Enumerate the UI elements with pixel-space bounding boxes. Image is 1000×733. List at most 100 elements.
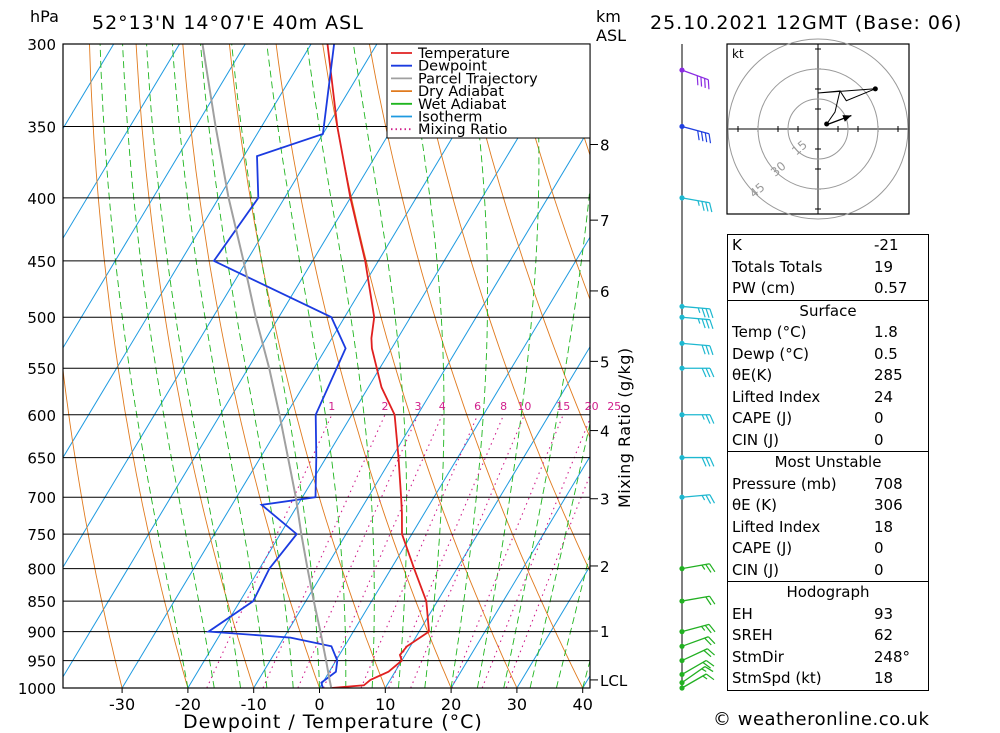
wind-barb-flag [704, 666, 714, 673]
index-label: Pressure (mb) [732, 474, 837, 493]
hodograph-unit-label: kt [732, 47, 744, 61]
index-label: θE (K) [732, 496, 777, 514]
legend-entry: Wet Adiabat [418, 97, 507, 113]
wind-barb-flag [705, 494, 712, 504]
wind-barb-dot [679, 671, 685, 678]
index-row: EH 93 [728, 604, 928, 626]
wind-barb-shaft [681, 316, 710, 321]
index-label: Lifted Index [732, 517, 821, 536]
wind-barb-flag [709, 367, 715, 378]
isotherm-line [450, 455, 590, 688]
x-tick-label: 40 [573, 695, 593, 714]
wind-barb-dot [679, 629, 685, 635]
wind-barb [679, 494, 716, 504]
height-tick-label: LCL [600, 672, 628, 690]
wind-barb-flag [704, 78, 706, 88]
mixing-ratio-value-label: 3 [415, 400, 422, 413]
wind-barb-flag [701, 307, 706, 318]
pressure-tick-label: 600 [27, 407, 56, 425]
wind-barb [679, 673, 715, 691]
legend-entry: Parcel Trajectory [418, 71, 538, 87]
height-tick-label: 3 [600, 491, 610, 509]
wind-barb [679, 636, 716, 649]
wind-barb-flag [702, 675, 708, 680]
wind-barb-shaft [681, 197, 710, 204]
index-label: EH [732, 604, 753, 623]
index-label: K [732, 236, 742, 254]
height-tick-label: 6 [600, 283, 610, 301]
wind-barb [679, 659, 715, 678]
indices-table: K -21 Totals Totals 19 PW (cm) 0.57 Surface T… [727, 234, 929, 691]
hodograph-section: Hodograph EH 93 SREH 62 StmDir 248° StmSpd (kt… [728, 581, 928, 690]
wind-barb-flag [700, 131, 704, 142]
wet-adiabat-line [555, 552, 590, 688]
wind-barb-flag [705, 308, 710, 318]
wind-barb-flag [705, 659, 715, 667]
wind-barb-flag [701, 414, 705, 420]
isotherm-line [63, 44, 180, 240]
hodograph-ring [757, 68, 879, 190]
wind-barb-flag [701, 318, 706, 329]
axes: 3003504004505005506006507007508008509009… [18, 36, 593, 714]
wind-barb-shaft [681, 636, 709, 647]
wind-barb-flag [709, 595, 716, 605]
index-label: PW (cm) [732, 279, 796, 297]
mixing-ratio-line [297, 414, 419, 688]
dry-adiabat-line [462, 44, 590, 439]
index-value: 0.5 [874, 344, 898, 363]
wind-barb-flag [696, 75, 699, 86]
wind-barb-shaft [681, 666, 706, 684]
temperature-profile [326, 44, 430, 688]
wind-barb-flag [704, 625, 712, 634]
wind-barb-flag [705, 596, 712, 606]
wind-barb-flag [701, 495, 706, 501]
dry-adiabat-line [508, 44, 590, 301]
mixing-ratio-value-label: 8 [500, 400, 507, 413]
sounding-profiles [201, 44, 430, 688]
index-label: CAPE (J) [732, 409, 793, 427]
index-label: Totals Totals [732, 257, 823, 276]
copyright-footer[interactable]: © weatheronline.co.uk [713, 709, 930, 730]
wind-barb-flag [709, 308, 714, 319]
pressure-tick-label: 450 [27, 253, 56, 271]
wind-barb [679, 123, 712, 144]
pressure-tick-label: 1000 [18, 680, 56, 698]
wind-barb-flag [697, 200, 700, 206]
wind-barb-flag [709, 494, 716, 504]
pressure-tick-label: 800 [27, 561, 56, 579]
pressure-tick-label: 750 [27, 526, 56, 544]
height-axis: 8 7 6 5 4 3 2 1 LCL [590, 136, 628, 690]
wet-adiabat-line [352, 44, 408, 688]
index-value: 0.57 [874, 279, 908, 297]
isotherm-line [187, 44, 575, 688]
wind-barb-flag [705, 414, 711, 424]
pressure-tick-label: 950 [27, 653, 56, 671]
index-row: Dewp (°C) 0.5 [728, 344, 928, 366]
mixing-ratio-labels: 1 2 3 4 6 8 10 15 20 25 [328, 400, 621, 413]
wind-barb [679, 303, 714, 319]
height-tick-label: 2 [600, 558, 610, 576]
wind-barb [679, 67, 710, 90]
wind-barb-flag [701, 201, 705, 211]
wind-barb-shaft [681, 673, 707, 689]
wind-barb-dot [679, 657, 685, 664]
sounding-datetime: 25.10.2021 12GMT (Base: 06) [650, 12, 962, 34]
height-tick-label: 1 [600, 623, 610, 641]
wind-barb-flag [700, 76, 703, 87]
pressure-tick-label: 850 [27, 593, 56, 611]
index-label: StmDir [732, 647, 784, 666]
index-label: θE(K) [732, 366, 773, 384]
wind-barb-shaft [681, 305, 710, 310]
pressure-tick-label: 500 [27, 309, 56, 327]
index-value: 0 [874, 560, 884, 579]
hodograph-ring [727, 38, 909, 220]
wind-barb-flag [707, 636, 716, 645]
height-tick-label: 7 [600, 212, 610, 230]
mixing-ratio-value-label: 10 [517, 400, 531, 413]
legend-entry: Dry Adiabat [418, 84, 504, 100]
index-label: Dewp (°C) [732, 344, 810, 363]
wind-barb-flag [709, 563, 716, 573]
wind-barb-flag [701, 668, 707, 673]
